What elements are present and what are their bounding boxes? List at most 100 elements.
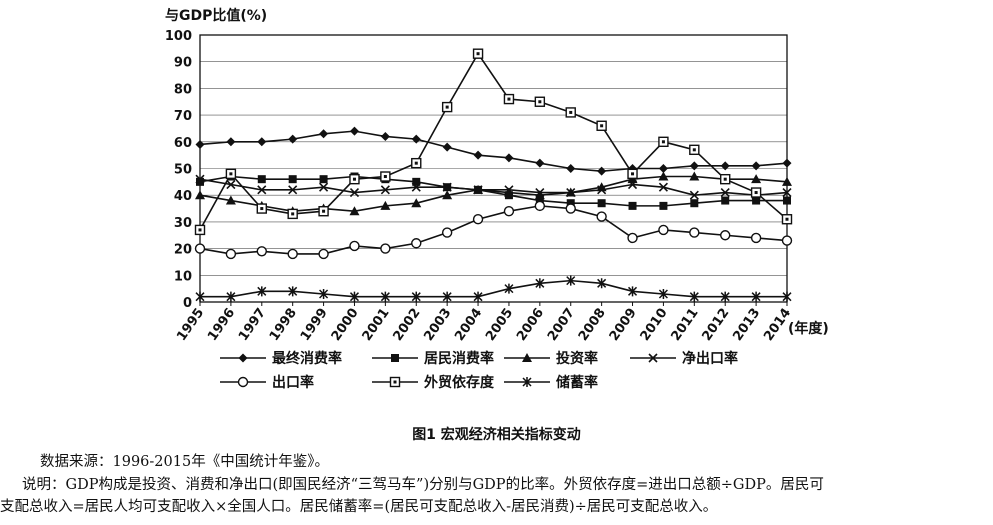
point-7-2013 (751, 291, 761, 302)
point-3-2001 (380, 200, 391, 210)
legend-marker-1 (238, 353, 248, 363)
legend-label-4: 净出口率 (682, 350, 738, 367)
x-axis-label: (年度) (788, 320, 829, 337)
point-7-2006 (535, 278, 545, 289)
point-6-2003 (441, 101, 453, 113)
point-1-1996 (226, 137, 236, 147)
series-4 (195, 174, 792, 200)
point-1-2005 (504, 153, 514, 163)
series-5 (194, 200, 793, 260)
legend-marker-4 (648, 353, 658, 363)
point-1-2014 (782, 158, 792, 168)
point-7-1998 (288, 286, 298, 297)
point-6-2000 (349, 173, 360, 185)
point-3-2002 (411, 198, 422, 208)
point-5-2001 (380, 243, 391, 254)
point-5-2006 (534, 200, 546, 212)
legend-item-5: 出口率 (220, 374, 314, 391)
grid-layer (200, 61, 787, 276)
point-1-2012 (720, 161, 730, 171)
point-5-2003 (441, 227, 453, 238)
point-5-1996 (225, 248, 237, 260)
legend-label-6: 外贸依存度 (424, 374, 495, 391)
legend-marker-6 (389, 376, 401, 388)
point-7-2007 (566, 275, 576, 286)
point-1-2001 (380, 131, 390, 141)
point-6-1998 (287, 208, 298, 220)
y-tick-30: 30 (174, 216, 192, 231)
y-tick-70: 70 (174, 109, 192, 124)
point-7-2014 (782, 291, 792, 302)
point-6-2004 (472, 48, 484, 59)
point-4-2010 (658, 182, 668, 192)
series-line-4 (199, 178, 788, 197)
point-4-1998 (288, 185, 298, 195)
point-6-1997 (256, 203, 267, 214)
legend-item-7: 储蓄率 (504, 374, 598, 391)
legend-marker-7 (522, 377, 532, 387)
point-4-1999 (319, 182, 329, 192)
point-1-2006 (535, 158, 545, 168)
point-5-2002 (411, 238, 422, 249)
point-7-1995 (195, 291, 205, 302)
legend-item-3: 投资率 (504, 350, 598, 367)
legend-marker-5 (237, 376, 249, 388)
point-2-2006 (535, 196, 544, 205)
point-7-2010 (658, 288, 668, 299)
point-7-2009 (627, 286, 638, 297)
x-tick-2001: 2001 (360, 306, 393, 344)
point-2-1995 (196, 177, 204, 186)
point-2-2013 (752, 196, 761, 205)
point-5-2010 (658, 224, 669, 236)
point-6-2011 (689, 144, 700, 156)
point-3-2003 (442, 190, 453, 200)
y-tick-40: 40 (174, 189, 192, 204)
point-2-2010 (659, 201, 668, 210)
point-6-2013 (750, 187, 762, 198)
series-line-2 (199, 175, 787, 207)
point-5-2011 (689, 227, 700, 238)
x-tick-2006: 2006 (514, 306, 547, 344)
point-6-1999 (318, 206, 329, 217)
x-tick-2000: 2000 (329, 306, 362, 344)
x-tick-1997: 1997 (236, 306, 269, 344)
point-5-2012 (720, 230, 731, 241)
x-tick-2007: 2007 (545, 306, 578, 344)
point-4-2002 (411, 182, 421, 192)
point-1-1998 (288, 134, 298, 144)
point-7-2003 (442, 291, 452, 302)
point-4-2011 (689, 190, 699, 200)
point-4-2000 (349, 187, 360, 198)
point-7-2008 (597, 278, 607, 289)
point-6-2007 (565, 107, 576, 118)
point-4-2009 (627, 179, 638, 190)
point-1-2003 (442, 142, 452, 152)
point-3-1996 (225, 195, 236, 205)
point-4-2014 (782, 187, 792, 198)
point-7-2012 (720, 291, 730, 302)
x-tick-2002: 2002 (390, 306, 423, 344)
x-tick-2008: 2008 (576, 306, 609, 344)
y-tick-10: 10 (174, 269, 192, 284)
x-tick-2013: 2013 (730, 306, 763, 344)
line-chart: 0 10 20 30 40 50 60 70 80 90 100 199519961997199819… (165, 7, 829, 391)
point-2-2014 (783, 196, 791, 205)
point-1-2013 (751, 161, 761, 171)
point-6-2005 (503, 93, 515, 105)
series-line-1 (199, 130, 788, 172)
legend-item-1: 最终消费率 (220, 350, 342, 367)
legend-item-4: 净出口率 (630, 350, 738, 367)
explanation-line-1: 说明：GDP构成是投资、消费和净出口(即国民经济“三驾马车”)分别与GDP的比率… (22, 477, 824, 493)
series-3 (195, 171, 792, 216)
point-3-2011 (689, 171, 700, 181)
point-1-2007 (566, 164, 576, 173)
point-7-1999 (319, 288, 329, 299)
point-2-1997 (257, 175, 266, 184)
point-7-2000 (349, 291, 360, 302)
point-6-2006 (534, 96, 546, 107)
point-4-2006 (535, 187, 545, 198)
x-tick-2010: 2010 (638, 306, 671, 344)
point-7-2005 (504, 283, 514, 294)
point-2-2009 (628, 201, 637, 210)
